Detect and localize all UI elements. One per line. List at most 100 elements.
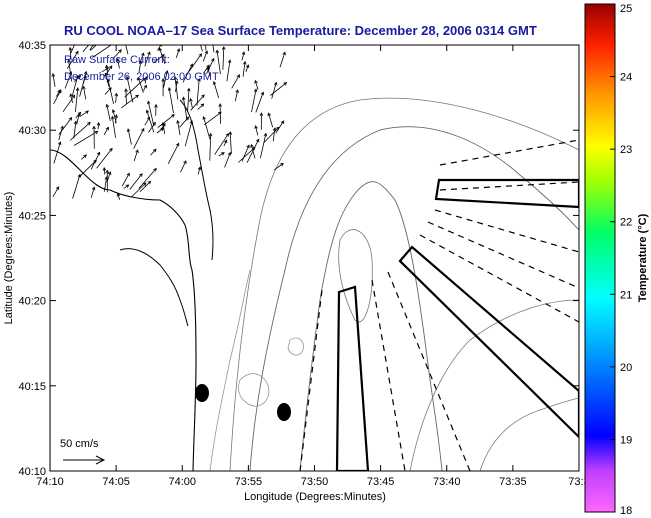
current-vector-head <box>110 115 115 120</box>
colorbar <box>584 3 616 513</box>
current-vector <box>175 80 178 92</box>
current-vector <box>222 46 225 70</box>
current-vector <box>273 163 284 171</box>
current-vector <box>204 111 222 126</box>
current-vector-head <box>147 51 151 56</box>
current-vector-head <box>202 115 206 120</box>
contour-line <box>338 229 373 323</box>
current-vector-head <box>83 154 87 158</box>
current-vector <box>271 82 277 99</box>
current-vector-head <box>165 69 169 74</box>
radial-dashed-line <box>387 271 471 471</box>
current-vector <box>69 47 72 61</box>
current-vector <box>129 173 143 190</box>
y-axis: 40:35 40:30 40:25 40:20 40:15 40:10 <box>18 40 579 478</box>
current-vector <box>58 117 72 135</box>
current-vector <box>156 127 164 134</box>
current-vector <box>97 122 100 130</box>
current-vector <box>254 80 259 90</box>
current-vector-head <box>199 42 202 45</box>
current-vector <box>245 64 249 72</box>
x-tick-label: 73:40 <box>433 476 461 488</box>
current-vector-head <box>57 89 61 94</box>
radial-dashed-line <box>439 139 579 166</box>
current-vector-head <box>236 74 240 78</box>
current-vector-head <box>102 166 107 171</box>
current-vector <box>187 88 190 112</box>
current-vector-head <box>143 84 147 89</box>
current-vector <box>123 184 129 189</box>
current-vector-head <box>92 125 96 130</box>
current-vector-head <box>141 127 145 132</box>
current-vector <box>73 130 98 146</box>
current-vector-head <box>173 75 178 80</box>
current-vector <box>177 120 181 136</box>
current-vector-head <box>204 50 208 55</box>
contour-line <box>299 181 443 471</box>
current-vector <box>117 193 121 200</box>
current-vector <box>62 95 75 113</box>
current-vector-head <box>245 64 250 69</box>
current-vector <box>52 186 60 198</box>
current-vector-head <box>212 80 217 85</box>
current-vector-head <box>105 103 110 108</box>
current-vector-head <box>154 103 158 108</box>
current-vector <box>103 176 108 192</box>
x-tick-label: 73:50 <box>301 476 329 488</box>
current-vector-head <box>83 75 87 79</box>
y-tick-label: 40:35 <box>18 40 46 52</box>
current-vector <box>82 45 90 53</box>
current-vector-head <box>181 96 186 101</box>
current-vector <box>76 113 80 125</box>
current-vector-head <box>84 70 88 75</box>
y-tick-label: 40:30 <box>18 125 46 137</box>
current-vector-head <box>139 173 143 177</box>
current-vector <box>133 149 139 162</box>
current-vector <box>81 154 87 160</box>
current-vector-head <box>68 117 73 121</box>
current-vector <box>196 78 200 106</box>
current-vector <box>268 113 274 128</box>
current-vector-head <box>77 74 82 79</box>
current-vector <box>112 49 122 59</box>
current-vector <box>90 45 98 51</box>
colorbar-tick-label: 20 <box>620 362 632 374</box>
current-vector <box>69 122 91 141</box>
current-vector-head <box>221 152 225 156</box>
current-vector-head <box>68 71 73 75</box>
current-vector-head <box>146 116 151 121</box>
current-vector-head <box>85 110 89 114</box>
current-vector <box>190 98 193 108</box>
current-vector <box>58 126 64 141</box>
current-vector-head <box>91 186 96 191</box>
current-vector-head <box>104 176 109 181</box>
current-vector <box>70 45 75 54</box>
current-vector-head <box>206 64 210 69</box>
current-vector <box>206 58 215 74</box>
current-vector-head <box>71 94 76 99</box>
chart-title: RU COOL NOAA–17 Sea Surface Temperature:… <box>64 23 537 38</box>
current-vector <box>224 152 231 168</box>
current-vector-head <box>116 192 121 197</box>
current-vector-head <box>118 49 122 53</box>
colorbar-axis: 25 24 23 22 21 20 19 18 <box>610 3 632 517</box>
current-vector <box>212 45 215 53</box>
current-vector-head <box>55 186 60 190</box>
current-vector <box>260 133 267 159</box>
current-vector-head <box>273 81 278 86</box>
current-vector <box>157 114 175 128</box>
current-vector-head <box>93 159 97 164</box>
current-vector <box>117 58 120 69</box>
current-vector <box>79 71 87 97</box>
current-vector <box>205 45 207 51</box>
x-tick-label: 73:55 <box>235 476 263 488</box>
current-vector-head <box>174 80 179 84</box>
current-vector-head <box>241 51 246 55</box>
radial-dashed-line <box>419 234 579 323</box>
colorbar-label: Temperature (°C) <box>637 213 649 302</box>
current-vector-head <box>259 112 264 116</box>
x-tick-label: 73:35 <box>499 476 527 488</box>
current-vector <box>160 123 166 131</box>
current-vector-head <box>58 141 62 146</box>
